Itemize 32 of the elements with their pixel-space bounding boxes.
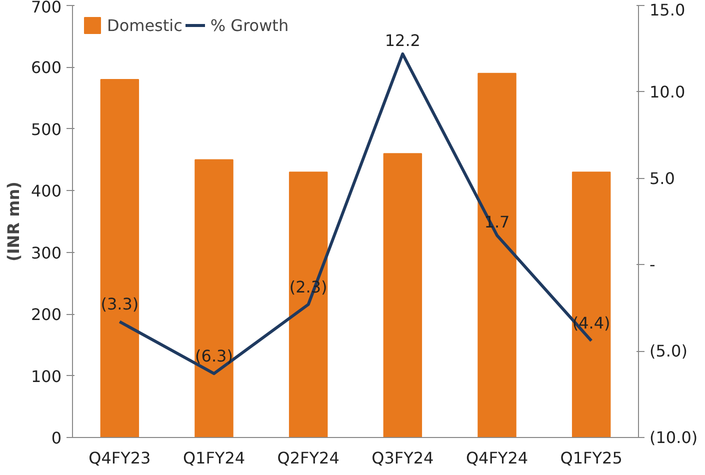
y2-tick-label: - (650, 255, 656, 274)
x-tick-label: Q1FY25 (560, 448, 622, 468)
x-tick-label: Q3FY24 (372, 448, 434, 468)
y-axis-title: (INR mn) (4, 182, 23, 262)
x-tick-label: Q4FY23 (88, 448, 151, 468)
y-tick-label: 200 (30, 305, 62, 324)
bar (100, 79, 140, 438)
y2-tick-label: 10.0 (650, 82, 686, 102)
y2-tick-label: 5.0 (650, 168, 675, 188)
x-tick-label: Q4FY24 (466, 448, 528, 468)
x-tick-label: Q2FY24 (277, 448, 340, 468)
y2-tick-label: (10.0) (650, 428, 698, 447)
bar (288, 172, 328, 438)
bar (194, 159, 234, 438)
y-tick-label: 0 (51, 428, 62, 448)
y-tick-label: 300 (30, 243, 62, 262)
x-tick-label: Q1FY24 (182, 448, 246, 468)
y-tick-label: 700 (30, 0, 62, 16)
legend-label: % Growth (210, 16, 289, 34)
y2-tick-label: (5.0) (650, 342, 688, 361)
y-tick-label: 600 (30, 58, 62, 78)
y-tick-label: 500 (30, 120, 62, 139)
data-label: 12.2 (384, 30, 420, 50)
data-label: (3.3) (100, 294, 139, 314)
y-tick-label: 100 (30, 366, 62, 386)
y-tick-label: 400 (30, 182, 62, 201)
bar (572, 172, 611, 438)
y2-tick-label: 15.0 (650, 0, 686, 20)
bar (478, 72, 516, 438)
legend-label: Domestic (107, 16, 182, 34)
bar (383, 153, 422, 438)
data-label: (6.3) (195, 346, 233, 366)
